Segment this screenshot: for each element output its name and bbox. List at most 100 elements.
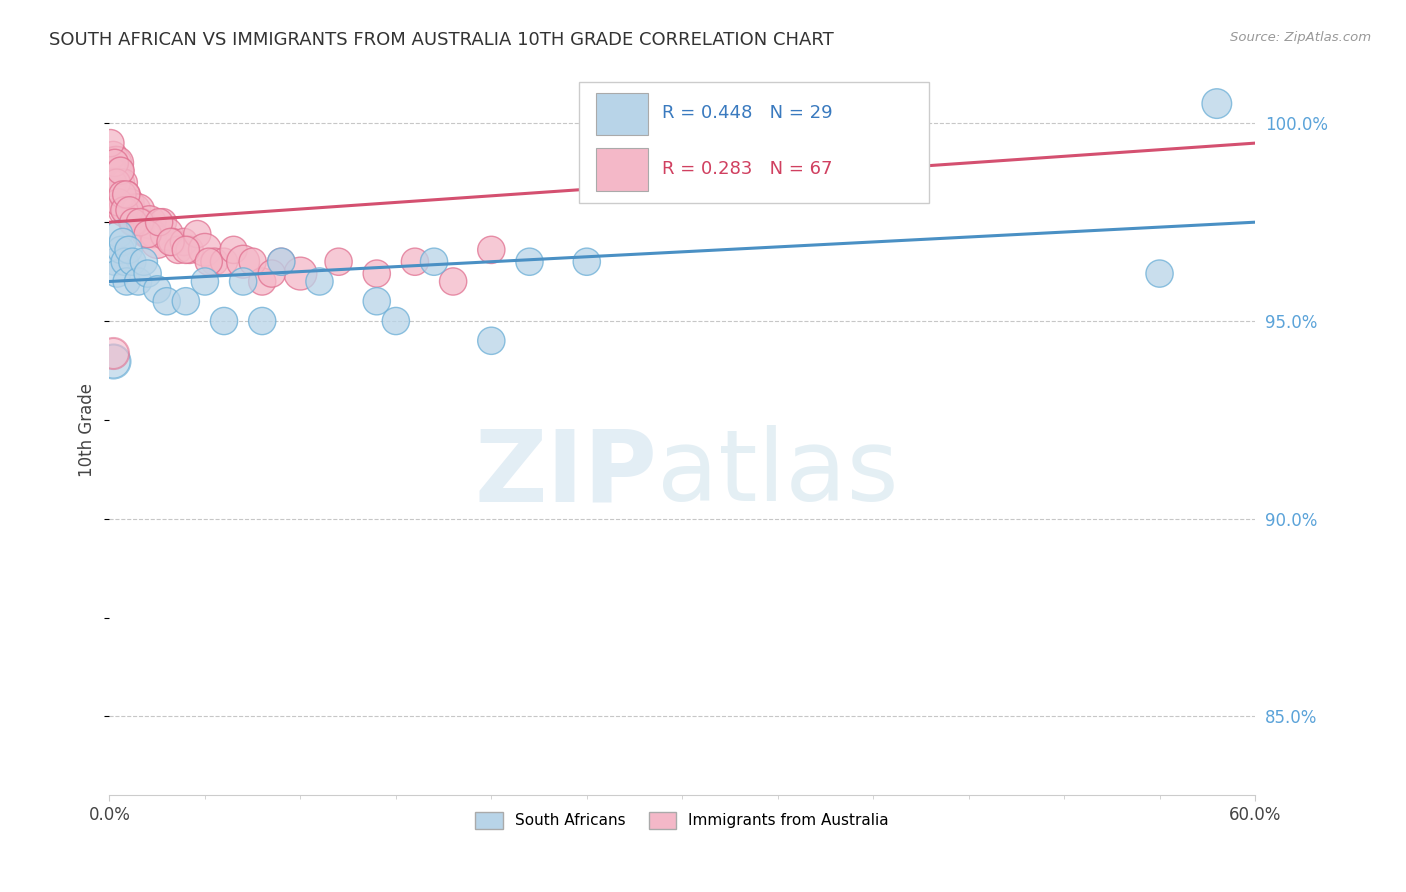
- Point: [101, 176, 124, 190]
- Point: [479, 243, 502, 257]
- Point: [212, 314, 235, 328]
- Point: [1205, 96, 1227, 111]
- Point: [575, 254, 598, 268]
- Point: [110, 163, 132, 178]
- Point: [121, 254, 143, 268]
- Point: [174, 294, 197, 309]
- Text: R = 0.283   N = 67: R = 0.283 N = 67: [662, 160, 832, 178]
- Point: [423, 254, 446, 268]
- Point: [250, 275, 273, 289]
- Point: [114, 203, 136, 218]
- Point: [124, 203, 146, 218]
- Point: [103, 345, 125, 359]
- Point: [110, 176, 132, 190]
- Point: [112, 176, 135, 190]
- Point: [115, 187, 138, 202]
- Point: [105, 176, 128, 190]
- Point: [142, 227, 165, 241]
- Point: [108, 163, 131, 178]
- Point: [404, 254, 426, 268]
- Point: [122, 215, 145, 229]
- Point: [111, 195, 134, 210]
- Point: [100, 176, 122, 190]
- Text: ZIP: ZIP: [474, 425, 657, 522]
- Point: [103, 353, 125, 368]
- Point: [156, 227, 179, 241]
- Point: [132, 254, 155, 268]
- Point: [107, 176, 129, 190]
- Point: [105, 156, 128, 170]
- Point: [114, 254, 136, 268]
- Point: [101, 163, 124, 178]
- Point: [385, 314, 408, 328]
- Point: [250, 314, 273, 328]
- Point: [117, 243, 139, 257]
- Point: [146, 282, 169, 296]
- Point: [194, 275, 217, 289]
- Point: [479, 334, 502, 348]
- Point: [111, 187, 134, 202]
- Bar: [596, 148, 648, 191]
- Point: [519, 254, 541, 268]
- Point: [103, 163, 125, 178]
- Point: [186, 227, 208, 241]
- Point: [308, 275, 330, 289]
- Point: [204, 254, 226, 268]
- Point: [156, 294, 179, 309]
- Bar: [596, 93, 648, 135]
- Text: R = 0.448   N = 29: R = 0.448 N = 29: [662, 104, 832, 122]
- Point: [127, 203, 149, 218]
- Point: [100, 176, 122, 190]
- Text: atlas: atlas: [657, 425, 898, 522]
- Point: [111, 187, 134, 202]
- Point: [127, 275, 149, 289]
- Point: [232, 275, 254, 289]
- Point: [105, 267, 128, 281]
- Point: [146, 235, 169, 249]
- Point: [148, 215, 170, 229]
- Point: [112, 203, 135, 218]
- Point: [104, 156, 127, 170]
- Text: Source: ZipAtlas.com: Source: ZipAtlas.com: [1230, 31, 1371, 45]
- Point: [100, 136, 122, 150]
- Point: [162, 235, 184, 249]
- Bar: [579, 82, 928, 203]
- Text: SOUTH AFRICAN VS IMMIGRANTS FROM AUSTRALIA 10TH GRADE CORRELATION CHART: SOUTH AFRICAN VS IMMIGRANTS FROM AUSTRAL…: [49, 31, 834, 49]
- Point: [136, 267, 159, 281]
- Point: [104, 254, 127, 268]
- Point: [117, 203, 139, 218]
- Point: [212, 254, 235, 268]
- Point: [270, 254, 292, 268]
- Point: [174, 243, 197, 257]
- Point: [135, 227, 157, 241]
- Point: [121, 215, 143, 229]
- Point: [152, 215, 174, 229]
- Point: [366, 267, 388, 281]
- Point: [197, 254, 219, 268]
- Point: [167, 243, 190, 257]
- Point: [232, 254, 254, 268]
- Point: [103, 148, 125, 162]
- Point: [104, 156, 127, 170]
- Point: [194, 243, 217, 257]
- Point: [366, 294, 388, 309]
- Point: [173, 235, 195, 249]
- Point: [110, 243, 132, 257]
- Legend: South Africans, Immigrants from Australia: South Africans, Immigrants from Australi…: [470, 805, 896, 835]
- Point: [131, 215, 153, 229]
- Point: [290, 267, 312, 281]
- Point: [242, 254, 264, 268]
- Point: [138, 215, 160, 229]
- Point: [114, 195, 136, 210]
- Point: [136, 227, 159, 241]
- Point: [111, 235, 134, 249]
- Point: [441, 275, 464, 289]
- Point: [105, 176, 128, 190]
- Point: [120, 195, 142, 210]
- Point: [270, 254, 292, 268]
- Point: [328, 254, 350, 268]
- Point: [115, 275, 138, 289]
- Point: [118, 203, 141, 218]
- Point: [222, 243, 245, 257]
- Point: [129, 215, 152, 229]
